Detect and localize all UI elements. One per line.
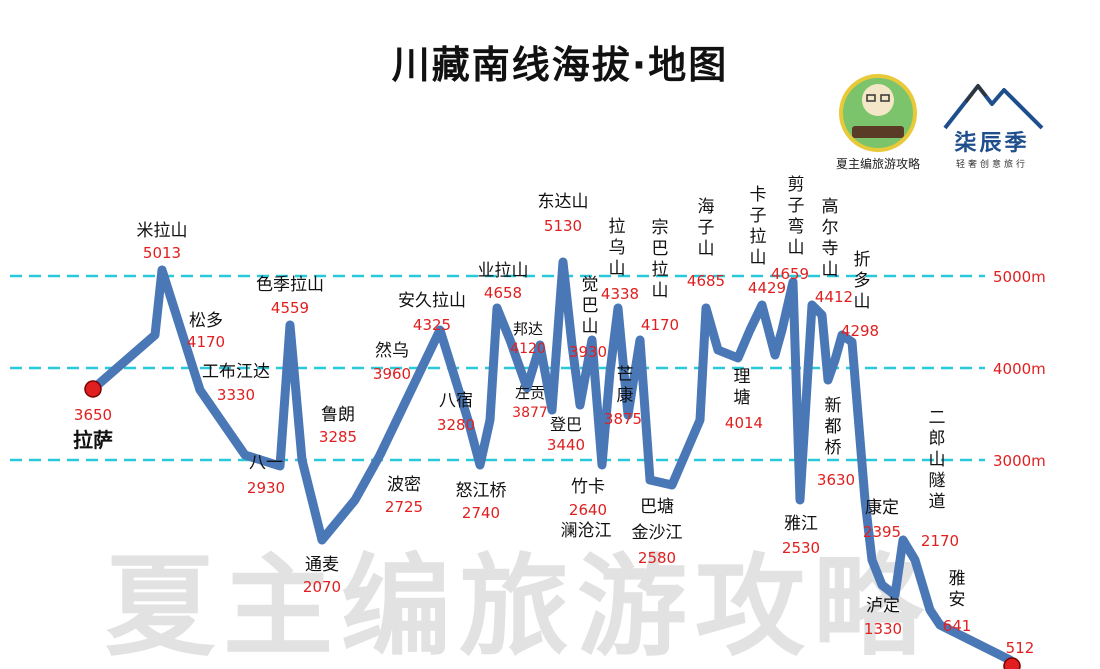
value-label: 4685	[687, 272, 725, 290]
value-label: 1330	[864, 620, 902, 638]
value-label: 2640	[569, 501, 607, 519]
place-label: 拉萨	[73, 428, 113, 452]
place-label: 二郎山隧道	[929, 408, 946, 512]
elevation-line	[88, 257, 1015, 665]
value-label: 641	[943, 617, 972, 635]
value-label: 2070	[303, 578, 341, 596]
value-label: 3285	[319, 428, 357, 446]
value-label: 4338	[601, 285, 639, 303]
value-label: 2930	[247, 479, 285, 497]
value-label: 3280	[437, 416, 475, 434]
place-label: 八一	[249, 453, 283, 473]
value-label: 3875	[604, 410, 642, 428]
right-logo: 柒辰季 轻奢创意旅行	[943, 83, 1044, 170]
place-label: 鲁朗	[321, 405, 355, 425]
value-label: 4170	[641, 316, 679, 334]
value-label: 4559	[271, 299, 309, 317]
reference-lines: 5000m 4000m 3000m	[10, 268, 1046, 470]
place-label: 米拉山	[137, 221, 188, 241]
value-label: 4170	[187, 333, 225, 351]
end-point	[1003, 657, 1021, 669]
chart-title: 川藏南线海拔·地图	[392, 43, 728, 87]
place-label: 康定	[865, 498, 899, 518]
value-label: 2395	[863, 523, 901, 541]
ref-label-5000: 5000m	[993, 268, 1046, 286]
value-label: 2725	[385, 498, 423, 516]
value-label: 4658	[484, 284, 522, 302]
place-label: 宗巴拉山	[652, 218, 669, 301]
value-label: 3960	[373, 365, 411, 383]
value-label: 4298	[841, 322, 879, 340]
ref-label-4000: 4000m	[993, 360, 1046, 378]
place-label: 色季拉山	[256, 275, 324, 295]
place-label: 折多山	[854, 250, 871, 312]
place-label: 海子山	[698, 197, 715, 259]
value-label: 3630	[817, 471, 855, 489]
right-logo-slogan: 轻奢创意旅行	[956, 158, 1028, 170]
place-label: 芒康	[617, 365, 634, 406]
place-label: 高尔寺山	[822, 197, 839, 280]
value-label: 3877	[512, 405, 548, 421]
watermark-text: 夏主编旅游攻略	[105, 543, 931, 669]
place-label: 雅安	[949, 569, 966, 610]
value-label: 512	[1006, 639, 1035, 657]
start-point-lhasa	[84, 380, 102, 398]
value-label: 2530	[782, 539, 820, 557]
vertical-label: 觉巴山	[582, 275, 599, 337]
place-label: 怒江桥	[456, 481, 507, 501]
place-label: 安久拉山	[398, 291, 466, 311]
value-label: 4412	[815, 288, 853, 306]
place-label: 八宿	[439, 391, 473, 411]
place-label: 澜沧江	[561, 521, 612, 541]
value-label: 4120	[510, 341, 546, 357]
place-label: 剪子弯山	[788, 175, 805, 258]
place-label: 松多	[189, 311, 223, 331]
ref-label-3000: 3000m	[993, 452, 1046, 470]
place-label: 竹卡	[571, 477, 605, 497]
place-label: 东达山	[538, 192, 589, 212]
place-label: 波密	[387, 475, 421, 495]
value-label: 5013	[143, 244, 181, 262]
value-label: 3930	[569, 343, 607, 361]
place-label: 工布江达	[202, 362, 270, 382]
value-label: 2170	[921, 532, 959, 550]
place-label: 左贡	[515, 384, 545, 402]
value-label: 4659	[771, 265, 809, 283]
right-logo-name: 柒辰季	[954, 131, 1029, 156]
value-label: 3440	[547, 436, 585, 454]
value-label: 4325	[413, 316, 451, 334]
value-label: 3330	[217, 386, 255, 404]
place-label: 理塘	[734, 367, 751, 408]
place-label: 业拉山	[478, 261, 529, 281]
place-label: 通麦	[305, 555, 339, 575]
place-label: 泸定	[866, 596, 900, 616]
place-label: 然乌	[375, 341, 409, 361]
place-label: 金沙江	[632, 523, 683, 543]
value-label: 2740	[462, 504, 500, 522]
place-label: 新都桥	[825, 396, 842, 458]
value-label: 5130	[544, 217, 582, 235]
place-label: 拉乌山	[609, 217, 626, 279]
place-labels: 3650 拉萨 松多 4170 米拉山 5013 工布江达 3330 八一 29…	[73, 175, 1034, 657]
place-label: 雅江	[784, 514, 818, 534]
place-label: 卡子拉山	[750, 185, 767, 268]
value-label: 3650	[74, 406, 112, 424]
value-label: 2580	[638, 549, 676, 567]
value-label: 4014	[725, 414, 763, 432]
place-label: 觉巴山	[582, 275, 599, 337]
place-label: 邦达	[513, 320, 543, 338]
left-logo: 夏主编旅游攻略	[836, 74, 920, 171]
value-label: 4429	[748, 279, 786, 297]
place-label: 登巴	[550, 415, 582, 434]
place-label: 巴塘	[640, 497, 674, 517]
left-logo-caption: 夏主编旅游攻略	[836, 156, 920, 171]
